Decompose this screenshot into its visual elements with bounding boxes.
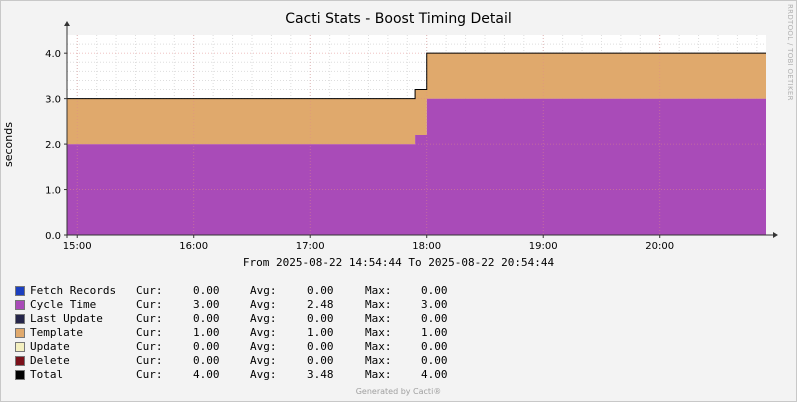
legend-avg-value: 0.00 bbox=[307, 354, 334, 367]
legend-avg-value: 0.00 bbox=[307, 284, 334, 297]
legend-max-label: Max: bbox=[365, 284, 392, 297]
legend-cur-value: 0.00 bbox=[193, 284, 220, 297]
legend-max-value: 0.00 bbox=[421, 312, 448, 325]
x-tick-label: 18:00 bbox=[412, 241, 441, 252]
legend-avg-label: Avg: bbox=[250, 326, 277, 339]
series-lines bbox=[67, 52, 766, 100]
legend-avg-value: 3.48 bbox=[307, 368, 334, 381]
legend-cur-value: 4.00 bbox=[193, 368, 220, 381]
legend-max-label: Max: bbox=[365, 326, 392, 339]
legend: Fetch Records Cur: 0.00 Avg: 0.00 Max: 0.00 Cyc… bbox=[15, 284, 475, 382]
legend-row-delete: Delete Cur: 0.00 Avg: 0.00 Max: 0.00 bbox=[15, 354, 475, 368]
legend-avg-label: Avg: bbox=[250, 340, 277, 353]
legend-name: Last Update bbox=[30, 312, 103, 325]
legend-max-value: 0.00 bbox=[421, 284, 448, 297]
x-tick-label: 19:00 bbox=[529, 241, 558, 252]
legend-row-cycle-time: Cycle Time Cur: 3.00 Avg: 2.48 Max: 3.00 bbox=[15, 298, 475, 312]
legend-max-label: Max: bbox=[365, 354, 392, 367]
legend-cur-label: Cur: bbox=[136, 340, 163, 353]
legend-swatch-delete bbox=[15, 356, 25, 366]
legend-max-value: 4.00 bbox=[421, 368, 448, 381]
graph-title: Cacti Stats - Boost Timing Detail bbox=[285, 11, 512, 27]
legend-max-label: Max: bbox=[365, 340, 392, 353]
x-axis-arrow bbox=[773, 232, 778, 238]
legend-row-total: Total Cur: 4.00 Avg: 3.48 Max: 4.00 bbox=[15, 368, 475, 382]
y-tick-label: 1.0 bbox=[45, 186, 61, 197]
legend-cur-label: Cur: bbox=[136, 312, 163, 325]
axes bbox=[64, 21, 778, 238]
legend-name: Delete bbox=[30, 354, 70, 367]
legend-avg-value: 2.48 bbox=[307, 298, 334, 311]
legend-cur-label: Cur: bbox=[136, 326, 163, 339]
legend-name: Fetch Records bbox=[30, 284, 117, 297]
legend-cur-value: 0.00 bbox=[193, 340, 220, 353]
legend-row-template: Template Cur: 1.00 Avg: 1.00 Max: 1.00 bbox=[15, 326, 475, 340]
legend-cur-label: Cur: bbox=[136, 368, 163, 381]
chart-canvas: 0.0 1.0 2.0 3.0 4.0 15:00 16:00 17:00 18:00 19:00… bbox=[45, 21, 778, 252]
legend-cur-label: Cur: bbox=[136, 354, 163, 367]
line-total bbox=[67, 52, 766, 100]
area-cycle-time bbox=[67, 98, 766, 235]
legend-max-value: 1.00 bbox=[421, 326, 448, 339]
time-period: From 2025-08-22 14:54:44 To 2025-08-22 2… bbox=[242, 256, 555, 269]
legend-max-label: Max: bbox=[365, 298, 392, 311]
legend-max-value: 0.00 bbox=[421, 340, 448, 353]
legend-avg-label: Avg: bbox=[250, 354, 277, 367]
legend-cur-label: Cur: bbox=[136, 284, 163, 297]
y-axis-arrow bbox=[64, 21, 70, 26]
area-template bbox=[67, 53, 766, 145]
y-tick-label: 4.0 bbox=[45, 49, 61, 60]
x-tick-label: 20:00 bbox=[645, 241, 674, 252]
legend-row-last-update: Last Update Cur: 0.00 Avg: 0.00 Max: 0.00 bbox=[15, 312, 475, 326]
rrdtool-watermark: RRDTOOL / TOBI OETIKER bbox=[786, 4, 794, 101]
legend-avg-label: Avg: bbox=[250, 368, 277, 381]
y-tick-label: 2.0 bbox=[45, 140, 61, 151]
generated-by: Generated by Cacti® bbox=[355, 387, 442, 396]
legend-name: Cycle Time bbox=[30, 298, 97, 311]
series-areas bbox=[67, 53, 766, 235]
legend-cur-label: Cur: bbox=[136, 298, 163, 311]
legend-max-value: 3.00 bbox=[421, 298, 448, 311]
legend-swatch-total bbox=[15, 370, 25, 380]
legend-avg-value: 1.00 bbox=[307, 326, 334, 339]
legend-swatch-last-update bbox=[15, 314, 25, 324]
y-tick-label: 0.0 bbox=[45, 231, 61, 242]
legend-max-label: Max: bbox=[365, 312, 392, 325]
legend-row-update: Update Cur: 0.00 Avg: 0.00 Max: 0.00 bbox=[15, 340, 475, 354]
tick-labels: 0.0 1.0 2.0 3.0 4.0 15:00 16:00 17:00 18:00 19:00… bbox=[45, 49, 674, 252]
legend-cur-value: 0.00 bbox=[193, 312, 220, 325]
legend-avg-value: 0.00 bbox=[307, 340, 334, 353]
legend-row-fetch-records: Fetch Records Cur: 0.00 Avg: 0.00 Max: 0.00 bbox=[15, 284, 475, 298]
x-tick-label: 17:00 bbox=[296, 241, 325, 252]
legend-avg-value: 0.00 bbox=[307, 312, 334, 325]
legend-swatch-cycle-time bbox=[15, 300, 25, 310]
legend-swatch-template bbox=[15, 328, 25, 338]
legend-cur-value: 0.00 bbox=[193, 354, 220, 367]
legend-swatch-update bbox=[15, 342, 25, 352]
legend-avg-label: Avg: bbox=[250, 284, 277, 297]
legend-max-value: 0.00 bbox=[421, 354, 448, 367]
legend-name: Template bbox=[30, 326, 83, 339]
legend-swatch-fetch-records bbox=[15, 286, 25, 296]
legend-max-label: Max: bbox=[365, 368, 392, 381]
x-tick-label: 15:00 bbox=[63, 241, 92, 252]
legend-avg-label: Avg: bbox=[250, 312, 277, 325]
y-tick-label: 3.0 bbox=[45, 95, 61, 106]
legend-cur-value: 3.00 bbox=[193, 298, 220, 311]
legend-avg-label: Avg: bbox=[250, 298, 277, 311]
legend-name: Total bbox=[30, 368, 64, 381]
x-tick-label: 16:00 bbox=[179, 241, 208, 252]
legend-name: Update bbox=[30, 340, 70, 353]
legend-cur-value: 1.00 bbox=[193, 326, 220, 339]
